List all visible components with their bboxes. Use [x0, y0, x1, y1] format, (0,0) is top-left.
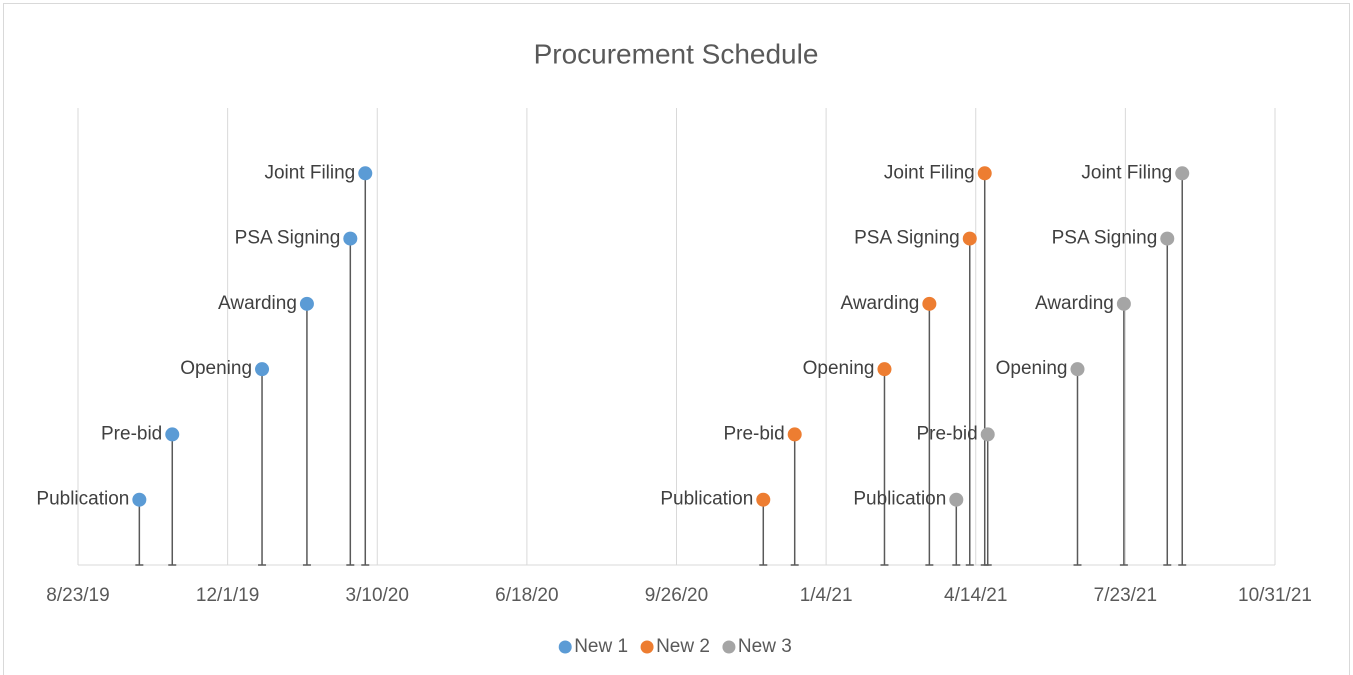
- legend-marker: [722, 640, 736, 654]
- point-label: Opening: [996, 358, 1068, 379]
- point: [949, 492, 964, 507]
- x-tick-label: 4/14/21: [944, 585, 1007, 606]
- point: [343, 231, 358, 246]
- point: [980, 427, 995, 442]
- point: [132, 492, 147, 507]
- legend-label: New 1: [574, 636, 628, 657]
- point-label: Pre-bid: [101, 423, 162, 444]
- point-label: Awarding: [840, 293, 919, 314]
- point: [299, 296, 314, 311]
- chart-title: Procurement Schedule: [534, 38, 819, 69]
- point: [877, 362, 892, 377]
- x-tick-label: 7/23/21: [1094, 585, 1157, 606]
- point-label: Opening: [803, 358, 875, 379]
- point-label: Joint Filing: [1081, 162, 1172, 183]
- point: [922, 296, 937, 311]
- point-label: Publication: [660, 489, 753, 510]
- point-label: PSA Signing: [235, 228, 341, 249]
- point-label: Awarding: [218, 293, 297, 314]
- x-tick-label: 12/1/19: [196, 585, 259, 606]
- point: [165, 427, 180, 442]
- point: [962, 231, 977, 246]
- point: [358, 166, 373, 181]
- point-label: Joint Filing: [884, 162, 975, 183]
- legend-marker: [640, 640, 654, 654]
- point-label: Pre-bid: [916, 423, 977, 444]
- point-label: Joint Filing: [264, 162, 355, 183]
- x-tick-label: 9/26/20: [645, 585, 708, 606]
- point-label: Publication: [36, 489, 129, 510]
- point: [1070, 362, 1085, 377]
- point-label: Pre-bid: [723, 423, 784, 444]
- x-tick-label: 10/31/21: [1238, 585, 1312, 606]
- point: [1116, 296, 1131, 311]
- point-label: PSA Signing: [1052, 228, 1158, 249]
- point-label: PSA Signing: [854, 228, 960, 249]
- point: [977, 166, 992, 181]
- point: [1175, 166, 1190, 181]
- x-tick-label: 1/4/21: [800, 585, 853, 606]
- point-label: Publication: [853, 489, 946, 510]
- point: [787, 427, 802, 442]
- point: [255, 362, 270, 377]
- legend-label: New 3: [738, 636, 792, 657]
- point: [756, 492, 771, 507]
- x-tick-label: 3/10/20: [346, 585, 409, 606]
- x-tick-label: 8/23/19: [46, 585, 109, 606]
- point-label: Opening: [180, 358, 252, 379]
- point-label: Awarding: [1035, 293, 1114, 314]
- point: [1160, 231, 1175, 246]
- legend-marker: [558, 640, 572, 654]
- legend-label: New 2: [656, 636, 710, 657]
- x-tick-label: 6/18/20: [495, 585, 558, 606]
